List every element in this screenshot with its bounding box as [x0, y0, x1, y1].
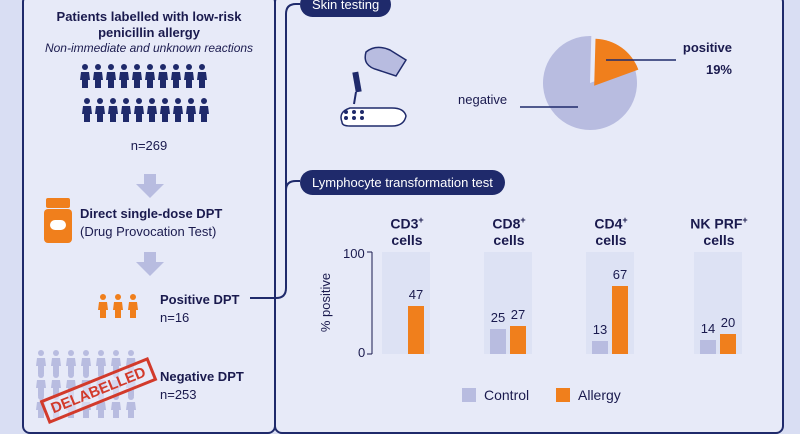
bar-value-label: 14 — [700, 320, 716, 336]
person-icon — [197, 64, 207, 88]
skin-testing-header: Skin testing — [300, 0, 392, 17]
skin-test-icon — [340, 46, 408, 127]
cohort-title-line1: Patients labelled with low-risk — [56, 9, 242, 24]
bar-value-label: 13 — [592, 321, 608, 337]
positive-patients-icon — [98, 294, 138, 318]
person-icon — [82, 98, 92, 122]
category-header: CD4+ cells — [594, 215, 628, 248]
person-icon — [36, 372, 46, 396]
legend-control-swatch — [462, 388, 476, 402]
person-icon — [80, 64, 90, 88]
category-header: NK PRF+ cells — [690, 215, 748, 248]
y-axis — [367, 251, 373, 355]
person-icon — [95, 98, 105, 122]
pie-negative-label: negative — [458, 92, 508, 107]
bar-value-label: 47 — [408, 287, 424, 303]
pill-bottle-icon — [44, 198, 72, 243]
legend-control-label: Control — [484, 387, 530, 403]
bar-allergy — [408, 306, 424, 354]
category-header: CD3+ cells — [390, 215, 424, 248]
cohort-subtitle: Non-immediate and unknown reactions — [44, 41, 254, 55]
person-icon — [184, 64, 194, 88]
person-icon — [66, 350, 76, 374]
person-icon — [173, 98, 183, 122]
person-icon — [199, 98, 209, 122]
person-icon — [81, 350, 91, 374]
negative-dpt-n: n=253 — [160, 387, 197, 402]
person-icon — [119, 64, 129, 88]
person-icon — [93, 64, 103, 88]
person-icon — [158, 64, 168, 88]
pie-slice-positive — [594, 38, 639, 86]
bar-control — [592, 340, 608, 354]
total-n: n=269 — [130, 138, 168, 153]
person-icon — [160, 98, 170, 122]
person-icon — [108, 98, 118, 122]
ltt-header: Lymphocyte transformation test — [300, 170, 505, 195]
person-icon — [96, 350, 106, 374]
person-icon — [98, 294, 108, 318]
bar-allergy — [612, 285, 628, 354]
negative-dpt-label: Negative DPT — [160, 369, 244, 384]
bar-value-label: 27 — [510, 307, 526, 323]
bar-allergy — [720, 333, 736, 354]
cohort-title-line2: penicillin allergy — [98, 25, 200, 40]
person-icon — [147, 98, 157, 122]
person-icon — [186, 98, 196, 122]
pie-positive-label: positive — [682, 40, 732, 55]
bar-value-label: 67 — [612, 266, 628, 282]
pie-positive-pct: 19% — [705, 62, 732, 77]
person-icon — [113, 294, 123, 318]
down-arrow-icon — [136, 252, 164, 276]
person-icon — [145, 64, 155, 88]
y-tick-100: 100 — [343, 246, 365, 261]
dpt-title: Direct single-dose DPT — [80, 206, 223, 221]
person-icon — [36, 350, 46, 374]
bar-value-label: 20 — [720, 314, 736, 330]
positive-dpt-label: Positive DPT — [160, 292, 240, 307]
positive-dpt-n: n=16 — [160, 310, 190, 325]
down-arrow-icon — [136, 174, 164, 198]
person-icon — [126, 394, 136, 418]
bar-allergy — [510, 326, 526, 354]
right-panel — [274, 0, 784, 434]
bar-value-label: 25 — [490, 309, 506, 325]
y-tick-0: 0 — [358, 345, 366, 360]
person-icon — [132, 64, 142, 88]
person-icon — [121, 98, 131, 122]
person-icon — [134, 98, 144, 122]
category-header: CD8+ cells — [492, 215, 526, 248]
person-icon — [171, 64, 181, 88]
connector-lines — [250, 3, 300, 299]
person-icon — [106, 64, 116, 88]
legend-allergy-label: Allergy — [578, 387, 621, 403]
dpt-subtitle: (Drug Provocation Test) — [80, 224, 217, 239]
person-icon — [51, 350, 61, 374]
patient-crowd-icon — [80, 64, 209, 122]
bar-control — [490, 328, 506, 354]
person-icon — [128, 294, 138, 318]
bar-control — [700, 339, 716, 354]
pie-leader-lines — [520, 59, 676, 108]
legend-allergy-swatch — [556, 388, 570, 402]
